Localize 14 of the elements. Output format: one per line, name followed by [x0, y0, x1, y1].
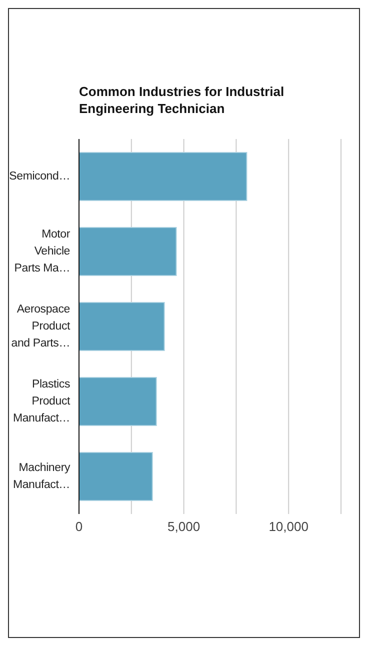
chart-title: Common Industries for Industrial Engineering Technician — [79, 83, 286, 117]
y-tick-label: Motor Vehicle Parts Ma… — [14, 228, 70, 274]
x-tick-label: 5,000 — [168, 519, 200, 534]
bar — [79, 152, 248, 201]
y-tick-label: Semicond… — [9, 170, 70, 182]
bar — [79, 227, 177, 276]
x-tick-label: 10,000 — [268, 519, 308, 534]
bar — [79, 452, 153, 501]
bar — [79, 377, 157, 426]
y-tick-label: Machinery Manufact… — [12, 462, 70, 491]
bar — [79, 302, 165, 351]
y-tick-label: Aerospace Product and Parts… — [11, 304, 72, 350]
y-tick-label: Plastics Product Manufact… — [12, 378, 72, 424]
x-tick-label: 0 — [75, 519, 83, 534]
